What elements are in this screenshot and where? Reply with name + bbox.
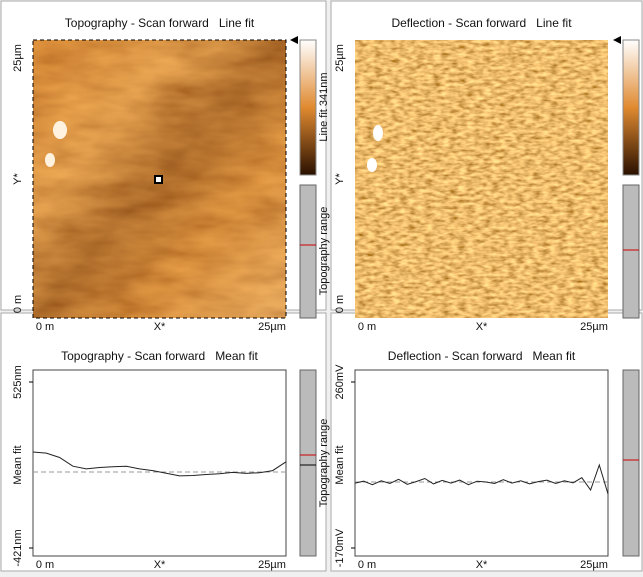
x-axis-label: 0 m — [36, 559, 54, 571]
screen: Topography - Scan forward Line fit 0 m X* 2… — [0, 0, 643, 572]
x-axis-label: 0 m — [358, 321, 376, 333]
y-axis-label: 0 m — [12, 295, 24, 313]
range-label: Topography range — [318, 207, 330, 296]
y-tick-label: 525nm — [12, 365, 24, 399]
x-axis-label: 25µm — [580, 559, 608, 571]
x-axis-label: X* — [476, 321, 488, 333]
panel-title: Deflection - Scan forward Line fit — [391, 16, 572, 30]
x-axis-label: 25µm — [580, 321, 608, 333]
topography-image — [33, 40, 286, 318]
y-axis-label: Mean fit — [12, 445, 24, 484]
x-axis-label: X* — [154, 321, 166, 333]
colorbar-label: Line fit 341nm — [318, 72, 330, 141]
y-axis-label: 0 m — [334, 295, 346, 313]
x-axis-label: 0 m — [36, 321, 54, 333]
y-tick-label: -170mV — [334, 528, 346, 567]
y-axis-label: Mean fit — [334, 445, 346, 484]
deflection-image — [355, 40, 608, 318]
y-tick-label: -421nm — [12, 529, 24, 566]
panel-title: Topography - Scan forward Line fit — [65, 16, 255, 30]
x-axis-label: X* — [476, 559, 488, 571]
x-axis-label: 25µm — [258, 321, 286, 333]
x-axis-label: 25µm — [258, 559, 286, 571]
y-axis-label: Y* — [12, 172, 24, 184]
y-axis-label: 25µm — [334, 44, 346, 72]
x-axis-label: 0 m — [358, 559, 376, 571]
y-tick-label: 260mV — [334, 364, 346, 400]
x-axis-label: X* — [154, 559, 166, 571]
range-label: Topography range — [318, 419, 330, 508]
panel-title: Deflection - Scan forward Mean fit — [388, 349, 576, 363]
page: {"panels": [ {"title": "Topography - Sca… — [0, 0, 643, 577]
y-axis-label: Y* — [334, 172, 346, 184]
y-axis-label: 25µm — [12, 44, 24, 72]
panel-title: Topography - Scan forward Mean fit — [61, 349, 258, 363]
